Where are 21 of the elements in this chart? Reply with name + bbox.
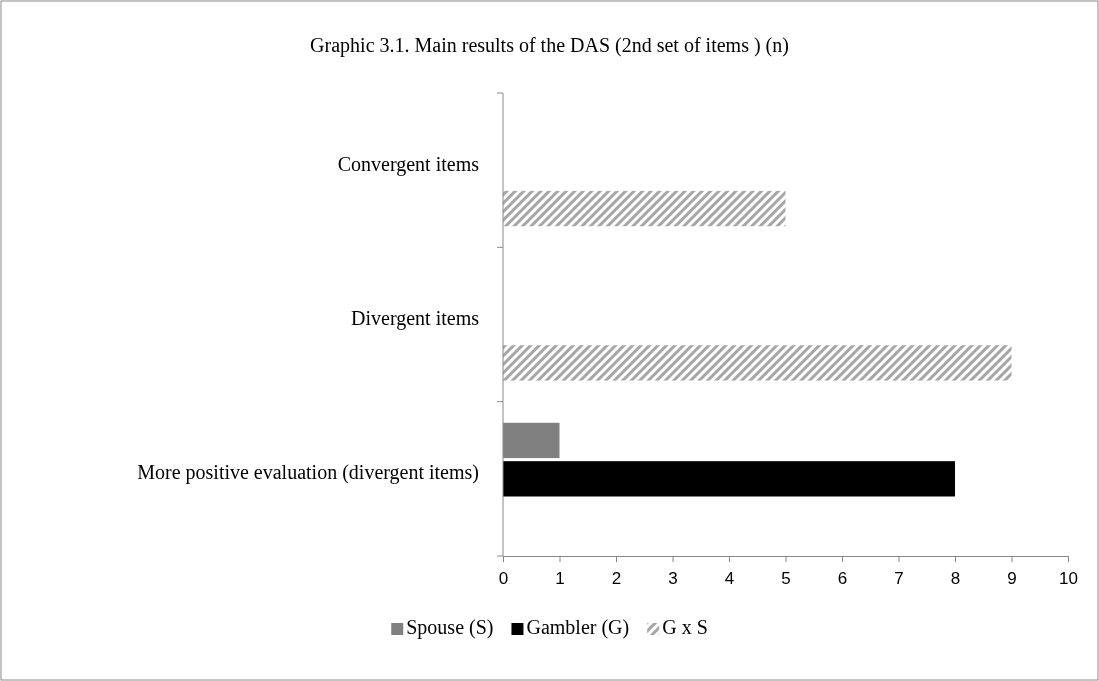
x-tick-label: 2 (611, 568, 622, 588)
x-tick-label: 6 (837, 568, 848, 588)
legend-label: G x S (662, 615, 708, 638)
bar (503, 461, 955, 497)
x-tick-label: 4 (724, 568, 735, 588)
legend-label: Spouse (S) (406, 615, 494, 639)
y-tick-label: More positive evaluation (divergent items) (137, 461, 479, 485)
x-tick-label: 3 (668, 568, 678, 588)
bar (503, 190, 786, 227)
x-tick-label: 0 (498, 568, 509, 588)
x-tick-label: 5 (781, 568, 791, 588)
x-tick-label: 9 (1007, 568, 1017, 588)
x-tick-label: 8 (950, 568, 961, 588)
x-tick-label: 10 (1059, 568, 1078, 588)
legend-label: Gambler (G) (526, 615, 630, 639)
y-tick-label: Convergent items (337, 152, 480, 176)
x-tick-label: 7 (894, 568, 904, 588)
y-tick-label: Divergent items (351, 307, 480, 331)
x-tick-label: 1 (555, 568, 565, 588)
chart-title: Graphic 3.1. Main results of the DAS (2nd set of items ) (n) (310, 34, 789, 57)
bar (503, 345, 1012, 381)
